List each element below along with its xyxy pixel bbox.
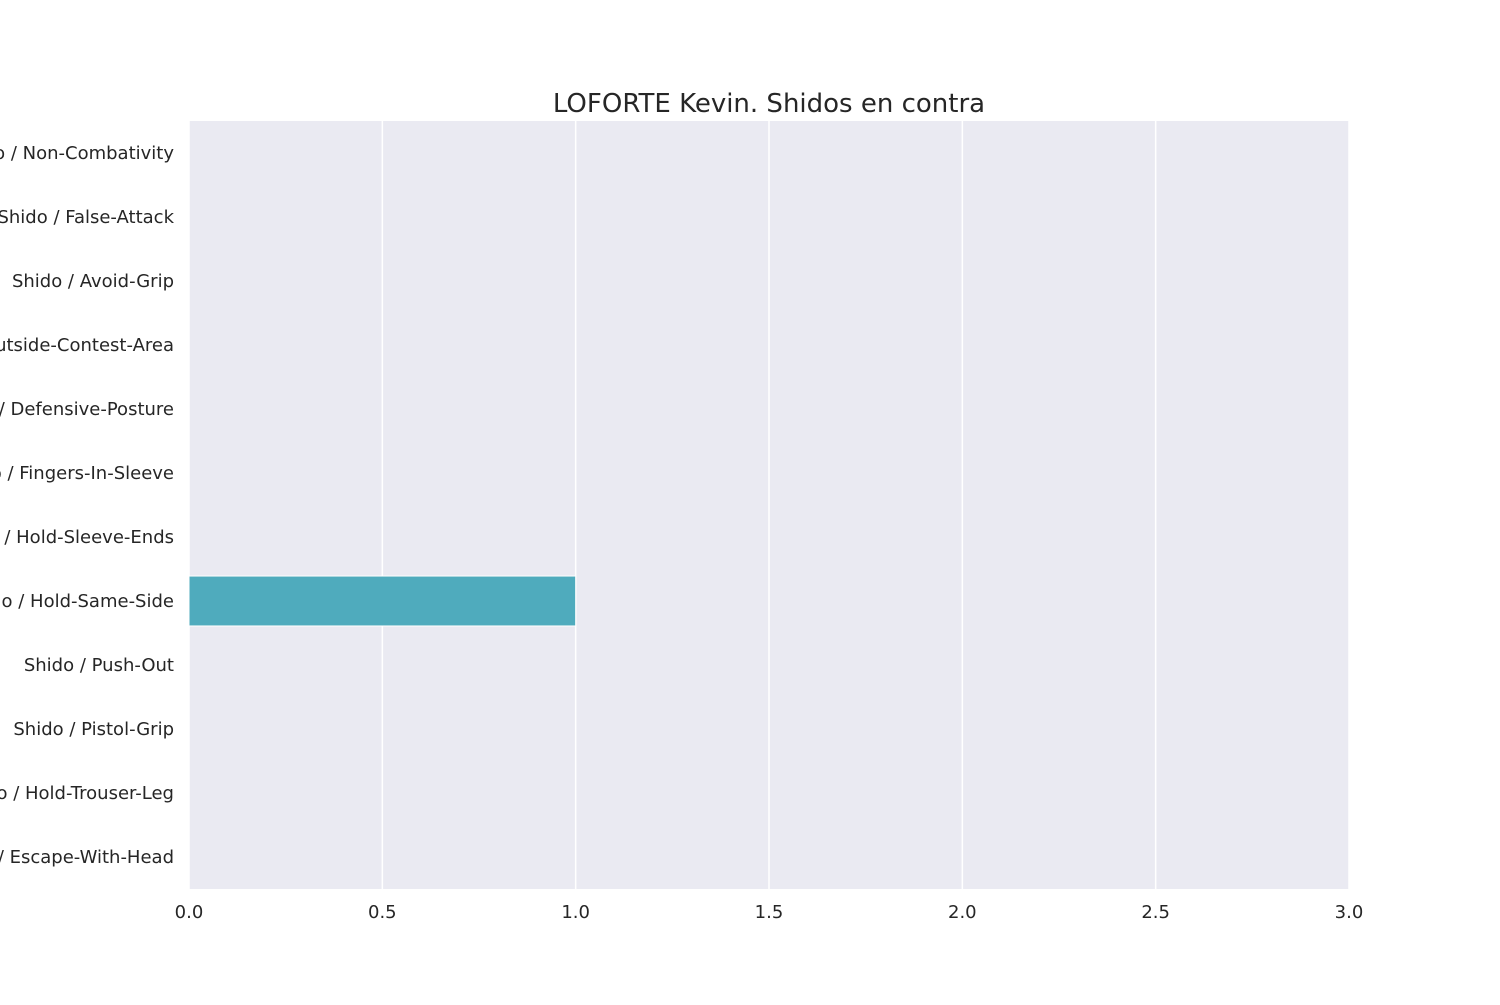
y-tick-label: Shido / Defensive-Posture: [0, 399, 174, 420]
x-tick-label: 2.5: [1141, 902, 1170, 923]
y-tick-label: Shido / Pistol-Grip: [13, 719, 174, 740]
y-tick-label: Shido / Push-Out: [24, 655, 174, 676]
y-tick-label: Shido / Hold-Trouser-Leg: [0, 783, 174, 804]
x-tick-label: 0.5: [368, 902, 397, 923]
x-tick-label: 0.0: [175, 902, 204, 923]
y-tick-label: Shido / Avoid-Grip: [12, 271, 174, 292]
y-tick-label: Shido / Hold-Same-Side: [0, 591, 174, 612]
y-tick-label: Shido / Escape-With-Head: [0, 847, 174, 868]
x-tick-label: 1.0: [561, 902, 590, 923]
y-tick-label: Shido / Outside-Contest-Area: [0, 335, 174, 356]
x-tick-label: 3.0: [1335, 902, 1364, 923]
y-tick-label: Shido / Hold-Sleeve-Ends: [0, 527, 174, 548]
y-tick-label: Shido / Fingers-In-Sleeve: [0, 463, 174, 484]
x-tick-label: 1.5: [755, 902, 784, 923]
y-tick-label: Shido / Non-Combativity: [0, 143, 174, 164]
bar: [188, 575, 577, 627]
y-tick-label: Shido / False-Attack: [0, 207, 175, 228]
x-tick-label: 2.0: [948, 902, 977, 923]
chart-title: LOFORTE Kevin. Shidos en contra: [553, 89, 985, 119]
